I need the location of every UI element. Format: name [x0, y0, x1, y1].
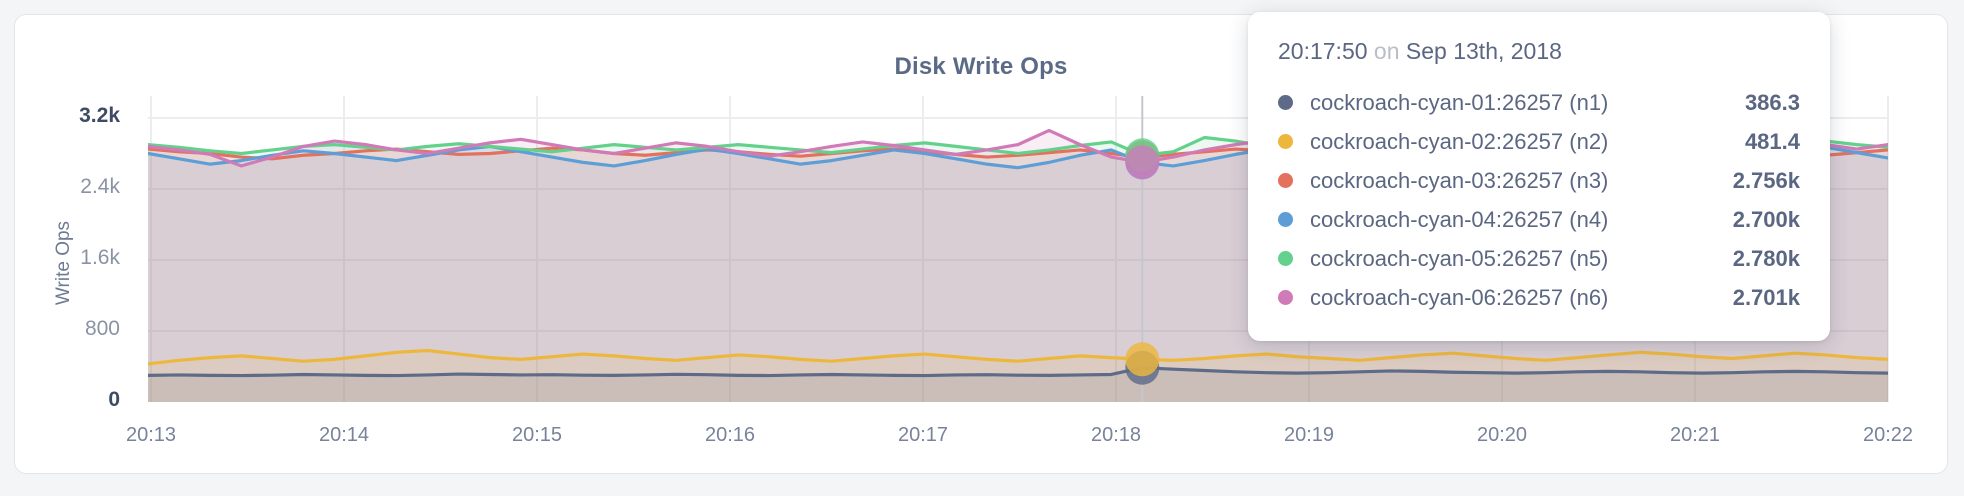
tooltip-series-row: cockroach-cyan-04:26257 (n4) 2.700k [1278, 200, 1800, 239]
series-color-dot-icon [1278, 173, 1293, 188]
tooltip-header: 20:17:50 on Sep 13th, 2018 [1278, 38, 1800, 65]
y-axis-tick: 2.4k [80, 175, 120, 198]
x-axis-tick: 20:19 [1283, 424, 1335, 446]
tooltip-series-row: cockroach-cyan-05:26257 (n5) 2.780k [1278, 239, 1800, 278]
tooltip-series-value: 2.701k [1732, 284, 1800, 310]
x-axis-tick: 20:14 [318, 424, 370, 446]
x-axis-tick: 20:15 [511, 424, 563, 446]
series-color-dot-icon [1278, 290, 1293, 305]
tooltip-series-name: cockroach-cyan-05:26257 (n5) [1310, 245, 1609, 271]
tooltip-on-word: on [1373, 38, 1400, 64]
hover-marker-n6 [1125, 145, 1160, 180]
tooltip-series-name: cockroach-cyan-01:26257 (n1) [1310, 89, 1609, 115]
tooltip-series-value: 2.780k [1732, 245, 1800, 271]
x-axis-tick: 20:21 [1669, 424, 1721, 446]
series-color-dot-icon [1278, 251, 1293, 266]
tooltip-series-value: 2.700k [1732, 206, 1800, 232]
series-line-n1 [148, 366, 1888, 378]
x-axis-tick: 20:18 [1090, 424, 1142, 446]
y-axis-tick: 0 [108, 388, 120, 411]
tooltip-series-row: cockroach-cyan-06:26257 (n6) 2.701k [1278, 278, 1800, 317]
tooltip-series-row: cockroach-cyan-01:26257 (n1) 386.3 [1278, 83, 1800, 122]
series-color-dot-icon [1278, 212, 1293, 227]
tooltip-series-list: cockroach-cyan-01:26257 (n1) 386.3 cockroa… [1278, 83, 1800, 317]
tooltip-series-name: cockroach-cyan-04:26257 (n4) [1310, 206, 1609, 232]
tooltip-series-value: 386.3 [1744, 89, 1800, 115]
x-axis-tick: 20:16 [704, 424, 756, 446]
page-title: Disk Write Ops [894, 53, 1068, 80]
series-color-dot-icon [1278, 95, 1293, 110]
series-color-dot-icon [1278, 134, 1293, 149]
y-axis-tick: 1.6k [80, 246, 120, 269]
series-line-n2 [148, 348, 1888, 366]
tooltip-time: 20:17:50 [1278, 38, 1368, 64]
y-axis-tick: 800 [84, 317, 120, 340]
x-axis-tick: 20:17 [897, 424, 949, 446]
x-axis-tick: 20:13 [125, 424, 177, 446]
tooltip-series-value: 481.4 [1744, 128, 1800, 154]
y-axis-tick: 3.2k [79, 104, 120, 127]
tooltip-series-row: cockroach-cyan-02:26257 (n2) 481.4 [1278, 122, 1800, 161]
tooltip-date: Sep 13th, 2018 [1405, 38, 1562, 64]
tooltip-series-name: cockroach-cyan-06:26257 (n6) [1310, 284, 1609, 310]
x-axis-tick: 20:22 [1862, 424, 1914, 446]
tooltip-series-row: cockroach-cyan-03:26257 (n3) 2.756k [1278, 161, 1800, 200]
tooltip-series-name: cockroach-cyan-03:26257 (n3) [1310, 167, 1609, 193]
hover-marker-n2 [1125, 342, 1160, 377]
x-axis-tick: 20:20 [1476, 424, 1528, 446]
hover-tooltip: 20:17:50 on Sep 13th, 2018 cockroach-cya… [1248, 12, 1830, 341]
tooltip-series-value: 2.756k [1732, 167, 1800, 193]
tooltip-series-name: cockroach-cyan-02:26257 (n2) [1310, 128, 1609, 154]
